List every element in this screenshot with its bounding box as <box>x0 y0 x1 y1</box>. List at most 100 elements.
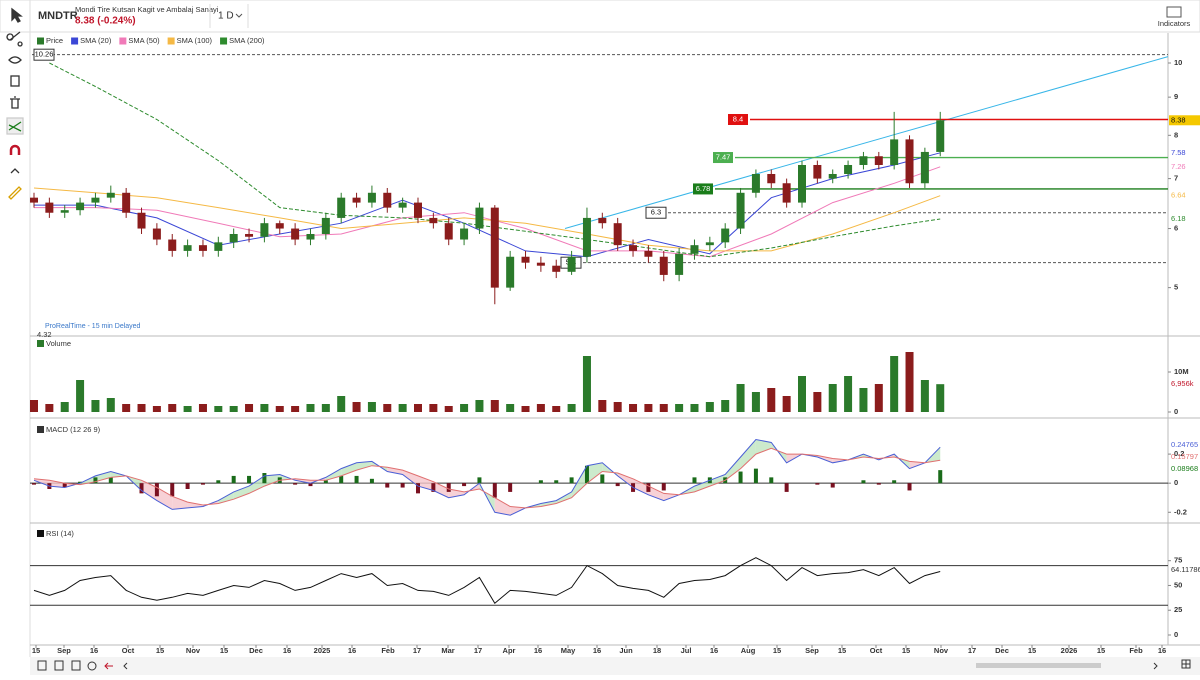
scroll-left[interactable] <box>123 662 128 670</box>
macd-histogram-bar <box>830 483 835 488</box>
volume-bar <box>414 404 422 412</box>
print-icon[interactable] <box>71 660 81 671</box>
cursor-tool[interactable] <box>11 7 23 23</box>
x-tick-label: Dec <box>995 646 1009 655</box>
candle-body <box>198 245 207 251</box>
volume-bar <box>352 402 361 412</box>
macd-histogram-bar <box>93 477 98 484</box>
y-tick-label: 8 <box>1174 130 1178 139</box>
save-icon[interactable] <box>54 660 64 671</box>
candle-body <box>721 228 730 243</box>
trendline <box>564 56 1169 230</box>
scroll-thumb[interactable] <box>976 663 1101 668</box>
volume-bar <box>782 396 791 412</box>
histogram-tag: 0.08968 <box>1171 464 1198 473</box>
x-tick-label: 16 <box>348 646 356 655</box>
candle-body <box>306 233 315 240</box>
macd-histogram-bar <box>861 480 866 484</box>
macd-histogram-bar <box>323 480 328 484</box>
macd-histogram-bar <box>938 470 943 484</box>
indicators-icon[interactable] <box>1166 6 1182 18</box>
magnet-tool[interactable] <box>9 144 21 155</box>
candle-body <box>414 202 422 218</box>
indicators-button[interactable]: Indicators <box>1158 19 1191 28</box>
candle-body <box>659 256 668 275</box>
volume-bar <box>183 406 192 412</box>
delete-tool[interactable] <box>10 96 20 109</box>
dropdown-arrow[interactable] <box>235 13 243 18</box>
legend-label: SMA (50) <box>128 36 160 45</box>
macd-fill <box>156 487 173 510</box>
x-tick-label: 16 <box>534 646 542 655</box>
macd-fill <box>233 486 250 500</box>
candle-body <box>521 256 530 263</box>
share-icon[interactable] <box>87 661 97 671</box>
volume-bar <box>536 404 545 412</box>
volume-bar <box>245 404 254 412</box>
y-tick-label: 0 <box>1174 478 1178 487</box>
candle-body <box>782 183 791 203</box>
macd-histogram-bar <box>416 483 420 494</box>
bottom-icons <box>37 659 1191 671</box>
legend-label: SMA (100) <box>177 36 213 45</box>
volume-bar <box>582 356 591 412</box>
candle-body <box>828 173 837 179</box>
quote: 8.38 (-0.24%) <box>75 16 136 27</box>
volume-bar <box>767 388 776 412</box>
volume-bar <box>598 400 607 412</box>
macd-fill <box>141 480 157 501</box>
sma-tag: 7.26 <box>1171 162 1186 171</box>
level-label: 7.47 <box>716 153 731 162</box>
volume-bar <box>337 396 346 412</box>
volume-bar <box>475 400 484 412</box>
undo-icon[interactable] <box>104 662 113 670</box>
layout-icon[interactable] <box>37 660 47 671</box>
legend-label: SMA (20) <box>80 36 112 45</box>
candle-body <box>337 197 346 218</box>
macd-histogram-bar <box>354 475 359 484</box>
macd-fill <box>694 480 710 492</box>
candle-body <box>383 192 392 208</box>
candle-body <box>890 139 899 165</box>
x-tick-label: 15 <box>1097 646 1105 655</box>
draw-tool[interactable] <box>8 186 22 200</box>
level-label: 6.78 <box>696 184 711 193</box>
macd-histogram-bar <box>78 481 83 484</box>
macd-histogram-bar <box>538 480 543 484</box>
scroll-right[interactable] <box>1153 662 1158 670</box>
candle-body <box>552 265 561 272</box>
zoom-tool[interactable] <box>6 31 23 47</box>
collapse-tool[interactable] <box>10 168 20 174</box>
macd-histogram-bar <box>154 483 159 497</box>
macd-histogram-bar <box>907 483 912 491</box>
macd-fill <box>387 467 403 475</box>
volume-bar <box>444 406 453 412</box>
candle-body <box>444 223 453 240</box>
copy-tool[interactable] <box>10 75 20 87</box>
fullscreen-icon[interactable] <box>1181 659 1191 669</box>
volume-bar <box>229 406 238 412</box>
volume-bar <box>859 388 868 412</box>
volume-bar <box>736 384 745 412</box>
legend-swatch <box>37 530 44 537</box>
macd-fill <box>556 491 572 504</box>
trend-icon <box>8 121 22 132</box>
eye-tool[interactable] <box>8 56 22 64</box>
volume-bar <box>321 404 330 412</box>
candle-body <box>429 217 438 224</box>
x-tick-label: 17 <box>968 646 976 655</box>
x-tick-label: Feb <box>381 646 395 655</box>
y-tick-label: 9 <box>1174 92 1178 101</box>
legend-swatch <box>119 37 127 45</box>
candle-body <box>30 197 38 203</box>
timeframe[interactable]: 1 D <box>218 11 234 22</box>
symbol[interactable]: MNDTR <box>38 10 78 22</box>
x-tick-label: Oct <box>870 646 883 655</box>
volume-bar <box>490 400 499 412</box>
macd-histogram-bar <box>584 465 589 484</box>
macd-histogram-bar <box>815 483 820 485</box>
x-tick-label: May <box>561 646 576 655</box>
macd-fill <box>494 497 511 516</box>
volume-bar <box>152 406 161 412</box>
